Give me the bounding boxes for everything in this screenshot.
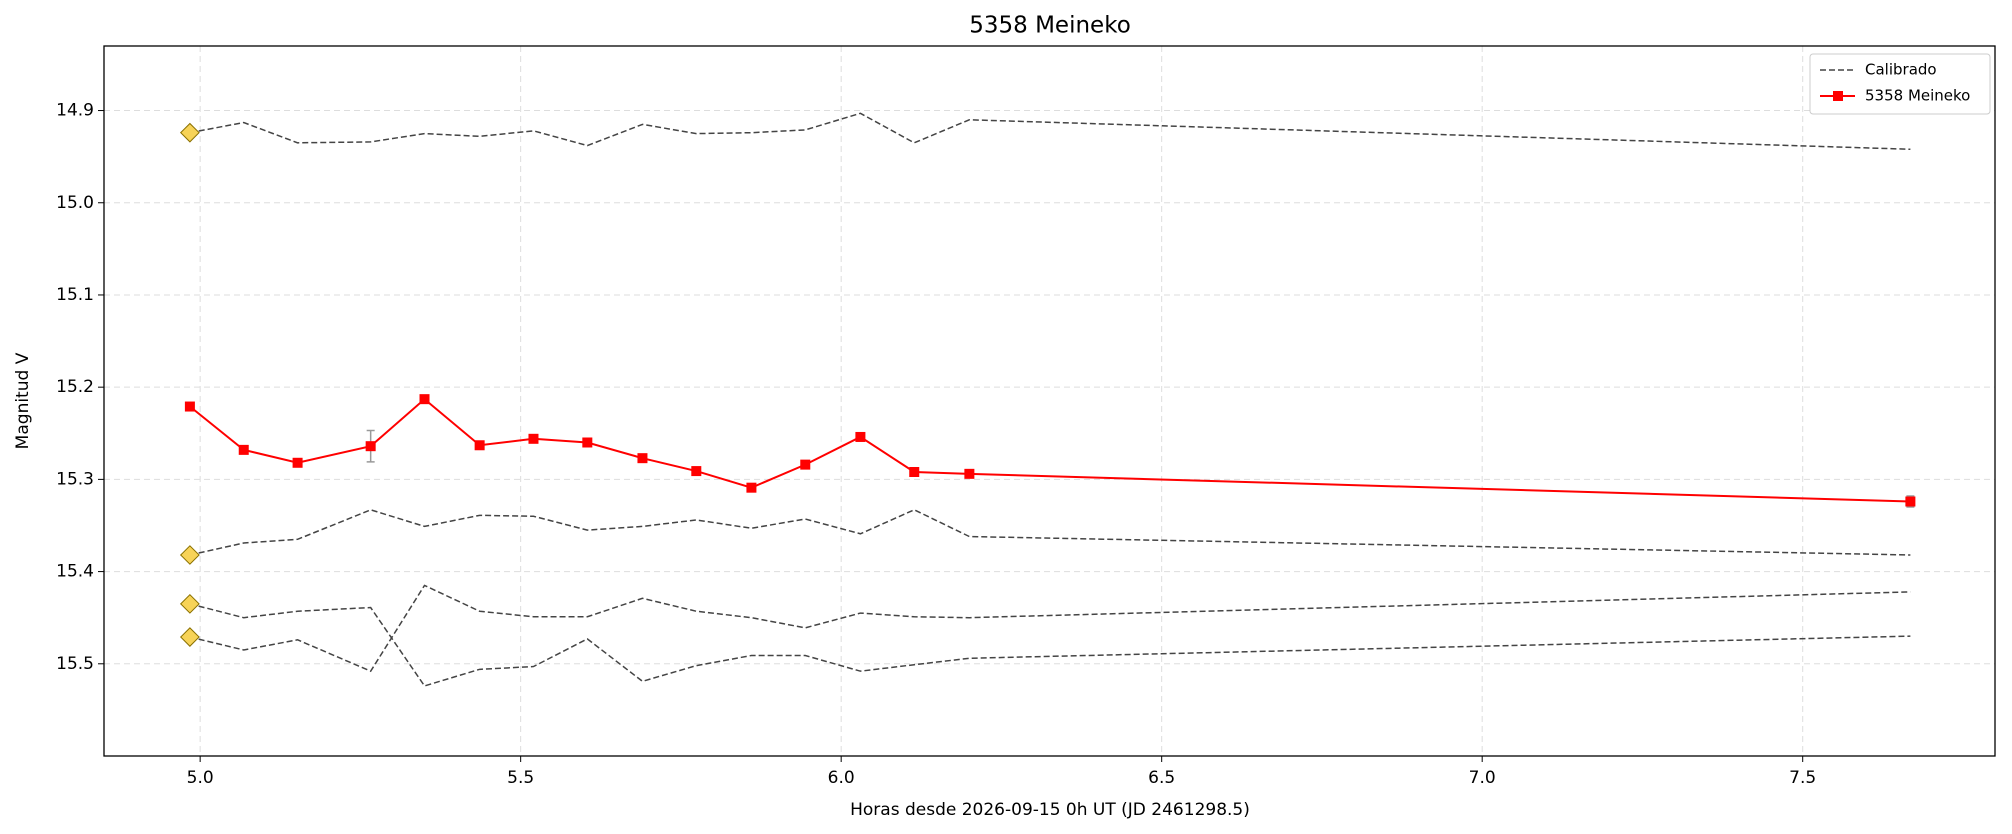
chart-title: 5358 Meineko	[969, 13, 1131, 39]
x-tick-label: 6.5	[1148, 768, 1175, 788]
legend-box	[1809, 53, 1991, 115]
data-point	[238, 444, 249, 455]
y-tick-label: 15.2	[56, 377, 94, 397]
calibrated-line	[189, 112, 1911, 151]
calibrated-line	[189, 508, 1911, 556]
series-line	[189, 397, 1911, 503]
legend-label: Calibrado	[1865, 61, 1937, 79]
x-axis-label: Horas desde 2026-09-15 0h UT (JD 2461298…	[850, 800, 1250, 820]
reference-marker	[179, 593, 200, 614]
data-point	[582, 437, 593, 448]
data-point	[637, 453, 648, 464]
data-point	[365, 441, 376, 452]
x-tick-label: 5.0	[187, 768, 214, 788]
data-point	[855, 431, 866, 442]
y-tick-label: 15.1	[56, 285, 94, 305]
data-point	[528, 433, 539, 444]
y-tick-label: 15.0	[56, 193, 94, 213]
y-tick-label: 15.5	[56, 654, 94, 674]
y-axis-label: Magnitud V	[13, 352, 33, 449]
reference-marker	[179, 122, 200, 143]
x-tick-label: 6.0	[828, 768, 855, 788]
legend-swatch	[1833, 91, 1843, 101]
plot-frame	[103, 45, 1996, 757]
x-tick-label: 7.0	[1469, 768, 1496, 788]
x-tick-label: 7.5	[1789, 768, 1816, 788]
calibrated-line	[189, 603, 1911, 687]
calibrated-line	[189, 584, 1911, 673]
reference-marker	[179, 545, 200, 565]
data-point	[1905, 496, 1916, 507]
data-point	[474, 440, 485, 451]
data-point	[964, 468, 975, 479]
legend-label: 5358 Meineko	[1865, 87, 1970, 105]
x-tick-label: 5.5	[507, 768, 534, 788]
reference-marker	[179, 627, 200, 647]
data-point	[419, 394, 430, 405]
data-point	[691, 466, 702, 477]
data-point	[184, 401, 195, 412]
data-point	[292, 457, 303, 468]
y-tick-label: 14.9	[56, 101, 94, 121]
y-tick-label: 15.3	[56, 469, 94, 489]
data-point	[800, 459, 811, 470]
data-point	[909, 467, 920, 477]
data-point	[746, 482, 757, 493]
y-tick-label: 15.4	[56, 562, 94, 582]
